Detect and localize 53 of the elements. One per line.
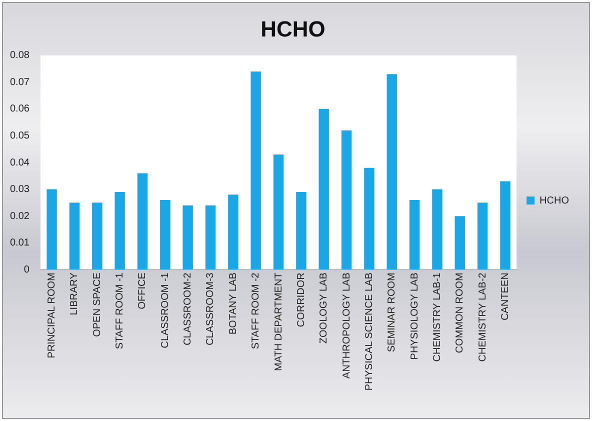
- y-tick-label: 0.07: [10, 76, 30, 88]
- x-tick-label: CORRIDOR: [296, 272, 307, 328]
- bar: [454, 216, 465, 270]
- x-tick-label: PHYSICAL SCIENCE LAB: [364, 272, 375, 391]
- bar: [205, 205, 216, 270]
- bar: [409, 200, 420, 270]
- bar: [114, 192, 125, 270]
- bar: [500, 181, 510, 270]
- bar: [364, 168, 374, 270]
- x-tick-label: PHYSIOLOGY LAB: [409, 272, 420, 360]
- bar: [477, 202, 488, 270]
- x-tick-label: CLASSROOM-3: [205, 272, 216, 346]
- bar: [273, 154, 284, 270]
- x-tick-label: CHEMISTRY LAB-1: [432, 272, 443, 362]
- x-tick-label: CLASSROOM-2: [182, 272, 194, 346]
- bar: [160, 200, 170, 270]
- x-tick-label: CHEMISTRY LAB-2: [477, 272, 488, 362]
- y-tick-label: 0.01: [10, 238, 30, 249]
- x-tick-label: MATH DEPARTMENT: [273, 272, 284, 371]
- y-tick-label: 0.04: [10, 157, 30, 168]
- y-tick-label: 0.08: [10, 50, 30, 62]
- bar: [228, 194, 238, 270]
- bar: [386, 74, 397, 270]
- bar: [250, 71, 261, 270]
- chart-title: HCHO: [260, 16, 326, 42]
- x-tick-label: LIBRARY: [69, 272, 80, 316]
- bar: [318, 108, 329, 270]
- x-tick-label: ANTHROPOLOGY LAB: [341, 272, 352, 379]
- x-tick-label: SEMINAR ROOM: [386, 272, 398, 352]
- x-tick-label: ZOOLOGY LAB: [318, 272, 330, 344]
- x-tick-label: BOTANY LAB: [228, 272, 239, 334]
- y-tick-label: 0.03: [10, 184, 30, 196]
- bar: [341, 130, 352, 270]
- x-tick-label: OFFICE: [137, 272, 148, 310]
- x-tick-label: OPEN SPACE: [92, 272, 103, 337]
- y-tick-label: 0.02: [10, 210, 30, 222]
- bar: [182, 205, 193, 270]
- bar: [92, 202, 102, 270]
- bar: [46, 189, 57, 270]
- bar: [296, 192, 306, 270]
- y-tick-label: 0.05: [10, 130, 30, 142]
- x-tick-label: CLASSROOM -1: [160, 272, 171, 348]
- x-tick-label: STAFF ROOM -1: [114, 272, 126, 350]
- x-tick-label: COMMON ROOM: [454, 272, 466, 354]
- legend-label: HCHO: [540, 195, 570, 206]
- bar: [137, 173, 148, 270]
- y-tick-label: 0.06: [10, 104, 30, 115]
- x-tick-label: CANTEEN: [500, 272, 511, 320]
- bar: [432, 189, 442, 270]
- bar: [69, 202, 80, 270]
- x-tick-label: STAFF ROOM -2: [250, 272, 262, 350]
- x-tick-label: PRINCIPAL ROOM: [46, 272, 58, 358]
- y-tick-label: 0: [24, 264, 30, 276]
